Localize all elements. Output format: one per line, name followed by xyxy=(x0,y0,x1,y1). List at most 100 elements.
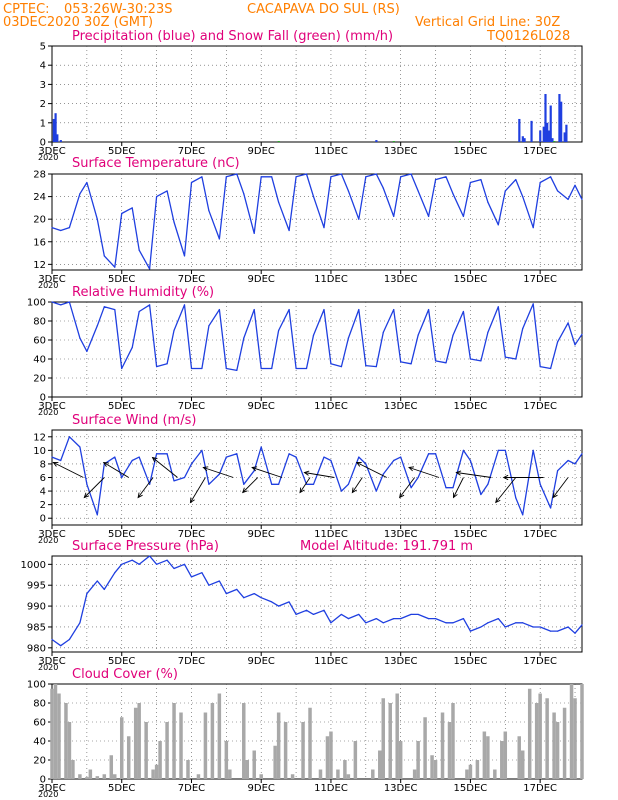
temp-series-point xyxy=(236,173,238,175)
pressure-series-point xyxy=(574,632,576,634)
precip-xtick-label: 7DEC xyxy=(178,146,205,157)
header-source: CPTEC: xyxy=(3,2,50,17)
cloud-area-bar xyxy=(520,750,525,779)
pressure-series-point xyxy=(417,613,419,616)
pressure-series-point xyxy=(260,597,262,599)
temp-series-point xyxy=(288,229,290,232)
rh-series-point xyxy=(581,333,583,335)
cloud-area-bar xyxy=(186,760,190,779)
temp-series-point xyxy=(330,176,332,178)
cloud-area-bar xyxy=(78,774,82,779)
rh-series-point xyxy=(574,344,576,346)
wind-series-point xyxy=(452,487,454,489)
temp-xtick-label: 13DEC xyxy=(384,274,418,285)
pressure-frame xyxy=(51,555,583,653)
rh-series-point xyxy=(340,366,343,368)
cloud-area-bar xyxy=(562,707,567,779)
pressure-series-point xyxy=(79,622,81,624)
rh-series-point xyxy=(271,367,273,370)
wind-arrow-head xyxy=(299,487,305,494)
temp-series-point xyxy=(427,215,430,217)
wind-series-point xyxy=(173,480,175,482)
pressure-series-point xyxy=(358,613,360,616)
pressure-xtick-label: 15DEC xyxy=(454,656,488,667)
cloud-area-bar xyxy=(217,693,222,779)
cloud-area-bar xyxy=(203,712,208,779)
temp-series-point xyxy=(166,190,168,192)
wind-series-point xyxy=(434,453,437,455)
temp-series-point xyxy=(417,190,419,192)
temp-ytick-label: 24 xyxy=(33,192,46,203)
pressure-series-point xyxy=(382,622,384,624)
rh-series-point xyxy=(96,325,98,327)
precip-bar xyxy=(54,113,57,142)
wind-arrow-head xyxy=(189,497,195,504)
wind-series-point xyxy=(218,473,220,475)
temp-ytick-label: 20 xyxy=(33,215,46,226)
wind-series-point xyxy=(201,449,203,451)
temp-series-point xyxy=(51,227,53,229)
temp-series-point xyxy=(271,176,273,178)
rh-series-point xyxy=(445,362,447,364)
precip-xtick-label: 11DEC xyxy=(314,146,348,157)
rh-series-point xyxy=(532,303,534,305)
rh-series-point xyxy=(225,367,227,370)
cloud-area-bar xyxy=(71,760,75,779)
wind-arrow-head xyxy=(83,492,90,499)
rh-series-point xyxy=(487,331,489,333)
pressure-ytick-label: 1000 xyxy=(21,560,46,571)
cloud-area-bar xyxy=(545,698,549,779)
wind-arrow-shaft xyxy=(495,477,517,503)
wind-series-point xyxy=(504,449,506,451)
pressure-series-point xyxy=(295,613,297,616)
pressure-xtick-label: 5DEC xyxy=(108,656,135,667)
header-location-name: CACAPAVA DO SUL (RS) xyxy=(247,2,400,17)
wind-arrow-shaft xyxy=(203,467,234,478)
rh-series-point xyxy=(365,365,367,367)
rh-series-point xyxy=(166,363,168,365)
rh-series-point xyxy=(497,306,499,308)
rh-series-point xyxy=(218,309,220,311)
precip-year-label: 2020 xyxy=(38,153,58,162)
temp-series-point xyxy=(434,179,437,181)
cloud-area-bar xyxy=(486,736,490,779)
wind-arrow-shaft xyxy=(103,462,129,478)
wind-arrow-head xyxy=(408,466,415,472)
temp-series-line xyxy=(51,173,583,270)
wind-arrow-shaft xyxy=(351,477,363,493)
temp-series-point xyxy=(497,224,499,226)
pressure-series-point xyxy=(469,630,472,632)
pressure-series-point xyxy=(190,576,193,578)
wind-series-point xyxy=(581,453,583,455)
header-model-code: TQ0126L028 xyxy=(486,29,570,44)
cloud-area-bar xyxy=(538,693,542,779)
wind-series-point xyxy=(278,483,280,485)
temp-series-point xyxy=(504,190,506,192)
temp-series-point xyxy=(68,227,71,229)
rh-series-point xyxy=(138,310,140,313)
rh-series-point xyxy=(68,301,71,303)
wind-arrow-shaft xyxy=(399,477,415,498)
cloud-area-bar xyxy=(102,774,107,779)
pressure-series-point xyxy=(330,622,332,624)
pressure-series-point xyxy=(305,609,308,611)
wind-arrow-head xyxy=(495,497,501,504)
pressure-series-point xyxy=(539,626,541,628)
temp-series-point xyxy=(522,195,524,198)
cloud-title: Cloud Cover (%) xyxy=(72,667,178,682)
wind-series-point xyxy=(445,487,447,489)
rh-series-point xyxy=(550,367,552,370)
temp-series-point xyxy=(149,268,151,270)
wind-ytick-label: 4 xyxy=(40,487,46,498)
temp-ytick-label: 28 xyxy=(33,170,46,181)
temp-series-point xyxy=(305,173,308,175)
rh-series-point xyxy=(201,367,203,370)
wind-series-point xyxy=(271,483,273,485)
cloud-area-bar xyxy=(371,769,375,779)
cloud-area-bar xyxy=(318,769,323,779)
cloud-area-bar xyxy=(245,760,250,779)
pressure-panel: 980 985 990 995 1000 3DEC 5DEC 7DEC 9DEC 11DEC 13D… xyxy=(21,555,583,672)
temp-series-point xyxy=(295,176,297,178)
rh-series-point xyxy=(382,331,384,333)
temp-series-point xyxy=(574,184,576,186)
